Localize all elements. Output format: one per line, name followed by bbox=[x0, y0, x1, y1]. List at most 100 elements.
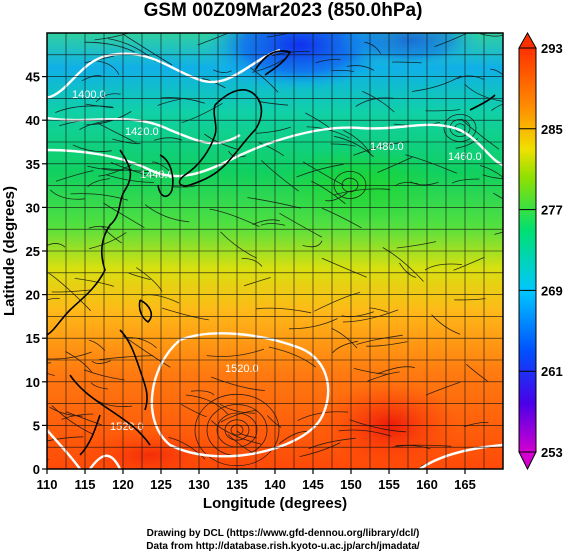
wind-streamline bbox=[55, 170, 94, 182]
wind-streamline bbox=[51, 405, 94, 435]
wind-streamline bbox=[49, 189, 85, 200]
x-tick-label: 140 bbox=[264, 477, 286, 492]
wind-streamline bbox=[101, 226, 122, 244]
wind-streamline bbox=[331, 69, 354, 72]
wind-streamline bbox=[493, 192, 503, 200]
wind-streamline bbox=[151, 161, 173, 174]
wind-streamline bbox=[315, 58, 341, 64]
wind-streamline bbox=[95, 93, 121, 103]
y-tick-label: 40 bbox=[26, 113, 40, 128]
y-tick-label: 25 bbox=[26, 244, 40, 259]
wind-streamline bbox=[377, 156, 413, 173]
wind-vortex bbox=[341, 177, 359, 193]
wind-streamline bbox=[288, 318, 338, 330]
wind-streamline bbox=[325, 192, 348, 202]
wind-streamline bbox=[346, 65, 375, 71]
y-tick-label: 20 bbox=[26, 288, 40, 303]
wind-streamline bbox=[480, 33, 503, 37]
wind-streamline bbox=[81, 75, 102, 82]
wind-streamline bbox=[209, 208, 260, 228]
wind-streamline bbox=[168, 437, 206, 460]
wind-streamline bbox=[343, 130, 372, 156]
wind-streamline bbox=[47, 272, 91, 311]
wind-vortex bbox=[333, 170, 367, 199]
wind-streamline bbox=[47, 372, 55, 377]
colorbar-tick-label: 293 bbox=[541, 41, 563, 56]
contour-label: 1520.0 bbox=[225, 363, 259, 375]
wind-streamline bbox=[405, 154, 457, 174]
y-axis-label: Latitude (degrees) bbox=[1, 186, 18, 316]
wind-streamline bbox=[190, 390, 215, 396]
wind-streamline bbox=[342, 309, 399, 323]
wind-streamline bbox=[49, 406, 83, 417]
wind-streamline bbox=[460, 118, 500, 150]
wind-streamline bbox=[95, 60, 120, 75]
wind-streamline bbox=[296, 163, 344, 178]
wind-streamline bbox=[314, 292, 361, 312]
wind-streamline bbox=[349, 419, 407, 433]
wind-streamline bbox=[479, 165, 503, 178]
wind-streamline bbox=[355, 97, 394, 107]
map-grid bbox=[47, 33, 503, 469]
wind-streamline bbox=[89, 232, 127, 250]
wind-streamline bbox=[47, 362, 51, 364]
wind-streamline bbox=[261, 160, 299, 192]
wind-streamline bbox=[112, 138, 141, 145]
x-tick-label: 165 bbox=[454, 477, 476, 492]
y-tick-label: 15 bbox=[26, 331, 40, 346]
colorbar-tick-label: 285 bbox=[541, 122, 563, 137]
colorbar-min-arrow bbox=[518, 451, 537, 471]
wind-streamline bbox=[55, 105, 114, 113]
wind-streamline bbox=[47, 436, 84, 442]
wind-streamline bbox=[338, 429, 391, 437]
wind-streamline bbox=[455, 138, 479, 149]
colorbar-tick-label: 253 bbox=[541, 445, 563, 460]
wind-streamline bbox=[84, 369, 125, 381]
wind-streamline bbox=[61, 413, 94, 420]
wind-streamline bbox=[180, 403, 207, 418]
wind-streamline bbox=[65, 351, 93, 373]
x-axis-label: Longitude (degrees) bbox=[203, 495, 347, 512]
wind-streamline bbox=[219, 403, 256, 414]
contour-label: 1400.0 bbox=[72, 89, 106, 101]
wind-streamline bbox=[241, 258, 263, 267]
wind-streamline bbox=[394, 182, 419, 187]
wind-streamline bbox=[103, 202, 145, 229]
wind-streamline bbox=[411, 75, 462, 92]
y-tick-label: 0 bbox=[33, 462, 40, 477]
wind-streamline bbox=[91, 360, 111, 364]
y-tick-label: 5 bbox=[33, 418, 40, 433]
colorbar-tick-label: 269 bbox=[541, 283, 563, 298]
wind-streamline bbox=[279, 212, 322, 238]
wind-streamline bbox=[266, 415, 282, 428]
wind-streamline bbox=[84, 41, 135, 53]
wind-streamline bbox=[252, 219, 280, 225]
colorbar-max-arrow bbox=[518, 31, 537, 49]
wind-streamline bbox=[321, 257, 367, 278]
wind-streamline bbox=[266, 33, 292, 38]
wind-streamline bbox=[236, 430, 257, 439]
x-tick-label: 135 bbox=[226, 477, 248, 492]
wind-streamline bbox=[47, 243, 66, 248]
wind-streamline bbox=[256, 307, 312, 314]
wind-streamline bbox=[297, 411, 349, 421]
wind-streamline bbox=[330, 143, 356, 147]
wind-streamline bbox=[72, 144, 112, 152]
wind-streamline bbox=[364, 41, 382, 55]
wind-streamline bbox=[94, 33, 130, 41]
wind-streamline bbox=[47, 351, 92, 360]
x-tick-label: 110 bbox=[37, 477, 58, 492]
wind-streamline bbox=[260, 223, 285, 226]
wind-streamline bbox=[367, 371, 400, 382]
wind-streamline bbox=[311, 180, 346, 205]
wind-streamline bbox=[334, 188, 391, 195]
wind-streamline bbox=[434, 33, 469, 47]
wind-streamline bbox=[321, 207, 362, 229]
wind-streamline bbox=[96, 122, 137, 144]
wind-streamline bbox=[220, 231, 257, 259]
wind-streamline bbox=[220, 410, 258, 423]
wind-streamline bbox=[454, 298, 486, 301]
wind-vortex bbox=[443, 114, 477, 143]
wind-streamline bbox=[142, 294, 180, 304]
wind-streamline bbox=[457, 75, 485, 81]
